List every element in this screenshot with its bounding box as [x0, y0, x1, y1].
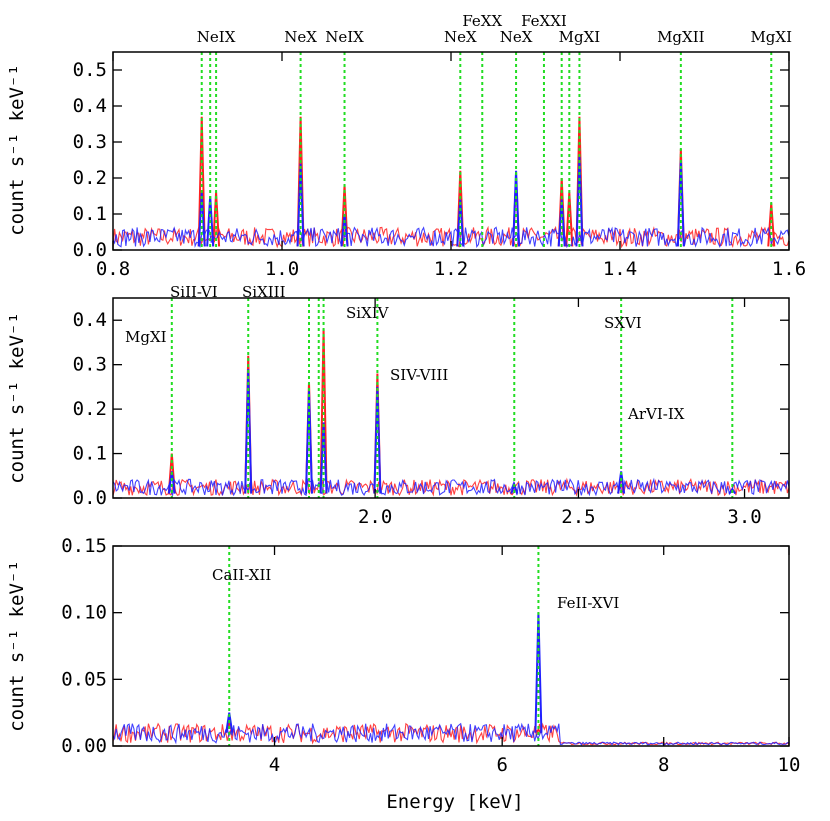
x-tick-label: 3.0: [727, 506, 761, 528]
line-label: MgXI: [125, 328, 167, 346]
x-tick-label: 2.5: [561, 506, 595, 528]
line-label: FeII-XVI: [557, 594, 619, 612]
y-tick-label: 0.00: [61, 735, 107, 757]
line-label: SiXIII: [242, 283, 286, 301]
y-axis-title: count s⁻¹ keV⁻¹: [6, 312, 28, 484]
y-tick-label: 0.1: [73, 443, 107, 465]
x-tick-label: 6: [496, 754, 507, 776]
line-label: MgXII: [657, 28, 705, 46]
y-tick-label: 0.1: [73, 203, 107, 225]
line-label: NeX: [284, 28, 317, 46]
y-tick-label: 0.4: [73, 309, 107, 331]
line-label: SiXIV: [346, 304, 390, 322]
line-label: ArVI-IX: [627, 405, 685, 423]
peak-blue-7: [728, 487, 737, 495]
line-label: FeXXI: [521, 12, 567, 30]
peak-blue-4: [456, 199, 465, 247]
peak-blue-1: [244, 369, 253, 494]
panel-middle: MgXI SiII-VI SiXIII SiXIV SIV-VIII SXVI ArVI-I…: [6, 283, 790, 528]
y-tick-label: 0.2: [73, 398, 107, 420]
line-label: MgXI: [559, 28, 601, 46]
line-label: SiII-VI: [170, 283, 218, 301]
x-tick-label: 1.0: [265, 258, 299, 280]
x-tick-label: 1.4: [603, 258, 637, 280]
line-label: NeIX: [197, 28, 236, 46]
x-tick-label: 8: [658, 754, 669, 776]
peak-blue-6: [617, 471, 626, 494]
line-label: NeIX: [325, 28, 364, 46]
plot-frame: [112, 297, 790, 499]
y-tick-label: 0.15: [61, 535, 107, 557]
peak-blue-3: [319, 422, 328, 494]
line-label: SXVI: [604, 314, 642, 332]
y-tick-label: 0.3: [73, 131, 107, 153]
peak-blue-0: [225, 712, 234, 733]
line-label: NeX: [444, 28, 477, 46]
line-label: FeXX: [462, 12, 502, 30]
y-tick-label: 0.2: [73, 167, 107, 189]
y-tick-label: 0.3: [73, 354, 107, 376]
y-axis-title: count s⁻¹ keV⁻¹: [6, 64, 28, 236]
x-tick-label: 1.6: [772, 258, 806, 280]
y-tick-label: 0.05: [61, 668, 107, 690]
line-label: SIV-VIII: [390, 366, 448, 384]
x-tick-label: 10: [778, 754, 801, 776]
line-label: CaII-XII: [212, 566, 271, 584]
peak-blue-2: [296, 163, 305, 247]
peak-red-0: [197, 116, 206, 247]
series-blue-noise: [112, 226, 790, 249]
y-tick-label: 0.10: [61, 602, 107, 624]
line-label: MgXI: [750, 28, 792, 46]
peak-blue-4: [373, 386, 382, 494]
peak-blue-2: [304, 391, 313, 494]
y-tick-label: 0.0: [73, 239, 107, 261]
x-tick-label: 2.0: [358, 506, 392, 528]
x-tick-label: 4: [269, 754, 280, 776]
x-axis-title: Energy [keV]: [386, 791, 523, 813]
y-tick-label: 0.4: [73, 95, 107, 117]
y-axis-title: count s⁻¹ keV⁻¹: [6, 560, 28, 732]
plot-frame: [112, 545, 790, 747]
y-tick-label: 0.5: [73, 59, 107, 81]
line-label: NeX: [500, 28, 533, 46]
peak-blue-5: [512, 170, 521, 247]
peak-blue-0: [167, 471, 176, 494]
x-tick-label: 0.8: [96, 258, 130, 280]
peak-blue-6: [557, 199, 566, 247]
series-blue-noise: [112, 477, 790, 498]
y-tick-label: 0.0: [73, 487, 107, 509]
panel-bottom: CaII-XII FeII-XVI 4 6 8 10 0.00 0.05 0.10 0.15 cou…: [6, 535, 800, 776]
x-tick-label: 1.2: [434, 258, 468, 280]
